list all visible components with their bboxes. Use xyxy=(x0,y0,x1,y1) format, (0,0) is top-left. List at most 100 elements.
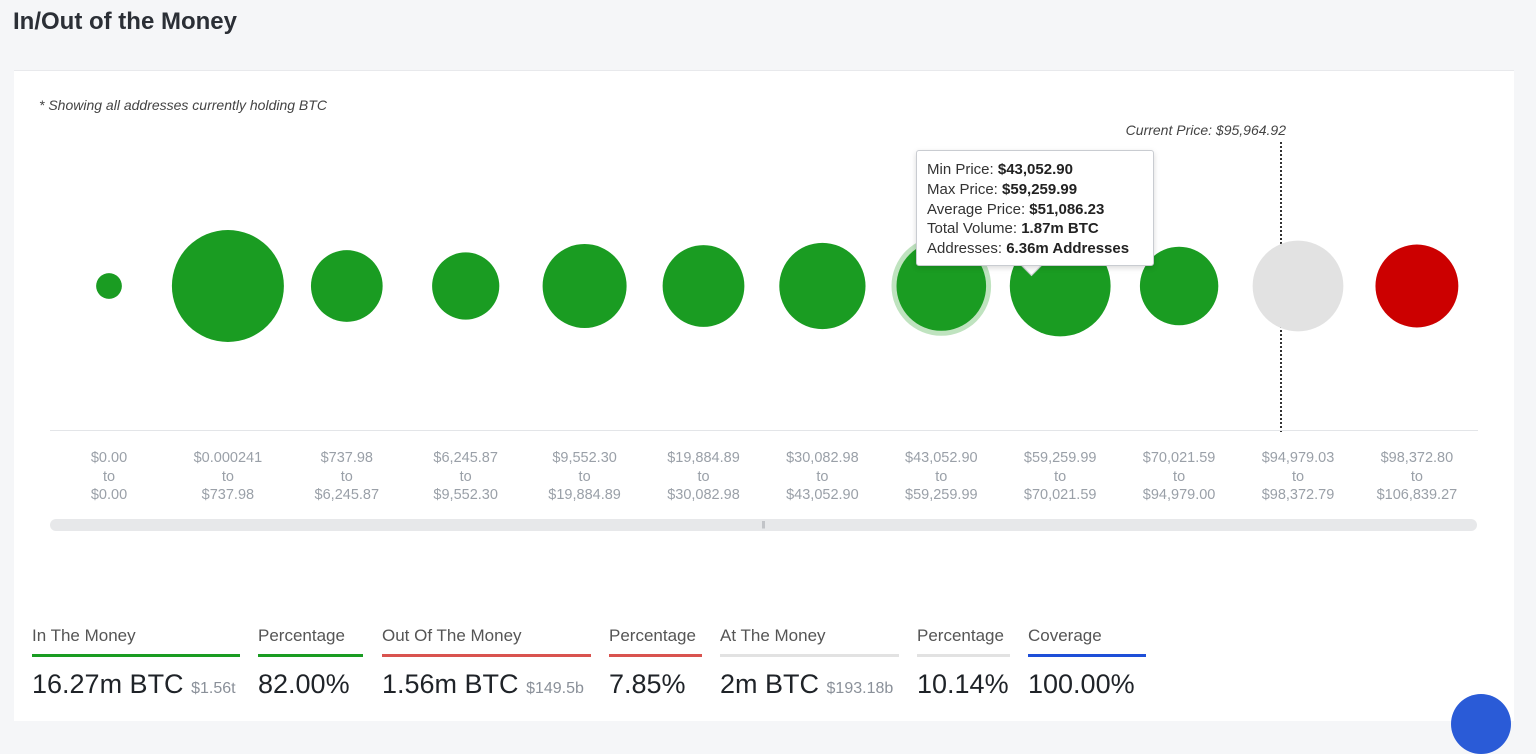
range-to-word: to xyxy=(459,468,472,485)
range-label: $94,979.03 to $98,372.79 xyxy=(1238,449,1358,505)
tooltip-avg-value: $51,086.23 xyxy=(1029,200,1105,218)
chart-card xyxy=(14,70,1514,721)
range-label: $19,884.89 to $30,082.98 xyxy=(644,449,764,505)
range-to: $70,021.59 xyxy=(1023,487,1097,503)
stat-value: 10.14% xyxy=(917,669,1009,699)
range-label: $0.000241 to $737.98 xyxy=(168,449,288,505)
range-to: $94,979.00 xyxy=(1142,487,1216,503)
tooltip-max-row: Max Price: $59,259.99 xyxy=(927,180,1153,200)
bubble-in-the-money[interactable] xyxy=(310,250,383,322)
chart-baseline xyxy=(50,430,1478,431)
range-from: $43,052.90 xyxy=(905,450,978,466)
tooltip-max-label: Max Price: xyxy=(927,180,1003,198)
tooltip-min-row: Min Price: $43,052.90 xyxy=(927,160,1153,180)
help-chat-button[interactable] xyxy=(1451,694,1511,754)
range-to-word: to xyxy=(102,468,116,485)
stat-out-percentage: Percentage 7.85% xyxy=(609,626,702,700)
bubble-in-the-money[interactable] xyxy=(1139,246,1219,326)
stat-in-the-money: In The Money 16.27m BTC $1.56t xyxy=(32,626,240,700)
range-to-word: to xyxy=(578,468,591,485)
range-to-word: to xyxy=(1291,468,1305,485)
range-from: $70,021.59 xyxy=(1142,450,1216,466)
tooltip-addr-row: Addresses: 6.36m Addresses xyxy=(927,239,1153,259)
stat-at-percentage: Percentage 10.14% xyxy=(917,626,1010,700)
stat-value-usd: $149.5b xyxy=(526,680,584,697)
range-to-word: to xyxy=(221,468,234,485)
tooltip-addr-value: 6.36m Addresses xyxy=(1006,240,1130,258)
tooltip-vol-row: Total Volume: 1.87m BTC xyxy=(927,219,1153,239)
stat-label: Percentage xyxy=(258,626,345,645)
bubble-out-the-money[interactable] xyxy=(1375,244,1459,328)
bubble-in-the-money[interactable] xyxy=(96,273,122,299)
tooltip-max-value: $59,259.99 xyxy=(1002,180,1078,198)
bubble-in-the-money[interactable] xyxy=(432,252,500,320)
stat-bar-at-pct xyxy=(917,654,1010,657)
stat-value-usd: $193.18b xyxy=(826,680,894,697)
tooltip-min-value: $43,052.90 xyxy=(997,161,1073,178)
stat-label: Percentage xyxy=(609,626,696,645)
range-from: $94,979.03 xyxy=(1261,450,1335,466)
stat-bar-coverage xyxy=(1028,654,1146,657)
range-label: $59,259.99 to $70,021.59 xyxy=(1000,449,1120,505)
range-to-word: to xyxy=(1054,468,1067,485)
bubble-in-the-money[interactable] xyxy=(542,244,627,328)
stat-label: Percentage xyxy=(917,626,1004,645)
tooltip-avg-row: Average Price: $51,086.23 xyxy=(927,200,1153,220)
range-from: $0.00 xyxy=(90,450,128,466)
stat-bar-at xyxy=(720,654,899,657)
stat-label: Out Of The Money xyxy=(382,626,522,645)
bubble-in-the-money[interactable] xyxy=(662,245,745,327)
chart-scrollbar[interactable] xyxy=(50,519,1477,531)
stat-label: Coverage xyxy=(1028,626,1102,645)
range-label: $737.98 to $6,245.87 xyxy=(287,449,407,505)
range-to-word: to xyxy=(340,468,353,485)
range-to-word: to xyxy=(816,468,829,485)
stat-in-percentage: Percentage 82.00% xyxy=(258,626,363,700)
range-from: $737.98 xyxy=(320,450,373,466)
range-to: $6,245.87 xyxy=(314,487,380,503)
bubble-in-the-money[interactable] xyxy=(779,242,866,330)
chart-note: * Showing all addresses currently holdin… xyxy=(39,97,327,113)
tooltip-avg-label: Average Price: xyxy=(927,200,1030,218)
range-to: $106,839.27 xyxy=(1376,487,1458,503)
stat-bar-in xyxy=(32,654,240,657)
range-to: $30,082.98 xyxy=(667,487,740,503)
tooltip-addr-label: Addresses: xyxy=(927,240,1007,258)
stat-label: In The Money xyxy=(32,626,136,645)
range-to: $43,052.90 xyxy=(786,487,859,503)
range-from: $98,372.80 xyxy=(1380,450,1454,466)
page-title: In/Out of the Money xyxy=(13,8,237,35)
range-label: $30,082.98 to $43,052.90 xyxy=(762,449,882,505)
stat-value: 2m BTC $193.18b xyxy=(720,669,899,700)
range-to: $9,552.30 xyxy=(433,487,498,503)
range-to: $19,884.89 xyxy=(548,487,621,503)
range-label: $9,552.30 to $19,884.89 xyxy=(525,449,645,505)
bubble-at-the-money[interactable] xyxy=(1252,240,1344,332)
range-to: $59,259.99 xyxy=(905,487,978,503)
stat-value: 82.00% xyxy=(258,669,350,699)
range-label: $70,021.59 to $94,979.00 xyxy=(1119,449,1239,505)
stat-value-main: 2m BTC xyxy=(720,669,820,699)
stat-at-the-money: At The Money 2m BTC $193.18b xyxy=(720,626,899,700)
current-price-label: Current Price: $95,964.92 xyxy=(1125,122,1286,138)
range-label: $98,372.80 to $106,839.27 xyxy=(1357,449,1477,505)
range-from: $9,552.30 xyxy=(552,450,617,466)
stat-value: 1.56m BTC $149.5b xyxy=(382,669,591,700)
stat-bar-in-pct xyxy=(258,654,363,657)
range-label: $6,245.87 to $9,552.30 xyxy=(406,449,526,505)
scrollbar-grip[interactable]: ||| xyxy=(761,520,765,529)
stat-value: 16.27m BTC $1.56t xyxy=(32,669,240,700)
range-label: $43,052.90 to $59,259.99 xyxy=(881,449,1001,505)
stat-coverage: Coverage 100.00% xyxy=(1028,626,1146,700)
stat-value: 100.00% xyxy=(1028,669,1135,699)
stat-value-main: 16.27m BTC xyxy=(32,669,184,699)
bubble-in-the-money[interactable] xyxy=(171,230,284,342)
stat-bar-out-pct xyxy=(609,654,702,657)
range-from: $19,884.89 xyxy=(667,450,740,466)
range-label: $0.00 to $0.00 xyxy=(49,449,169,505)
stat-label: At The Money xyxy=(720,626,826,645)
tooltip-vol-value: 1.87m BTC xyxy=(1021,220,1099,238)
bubble-chart xyxy=(96,230,1459,342)
range-from: $0.000241 xyxy=(193,450,263,466)
range-to-word: to xyxy=(935,468,948,485)
